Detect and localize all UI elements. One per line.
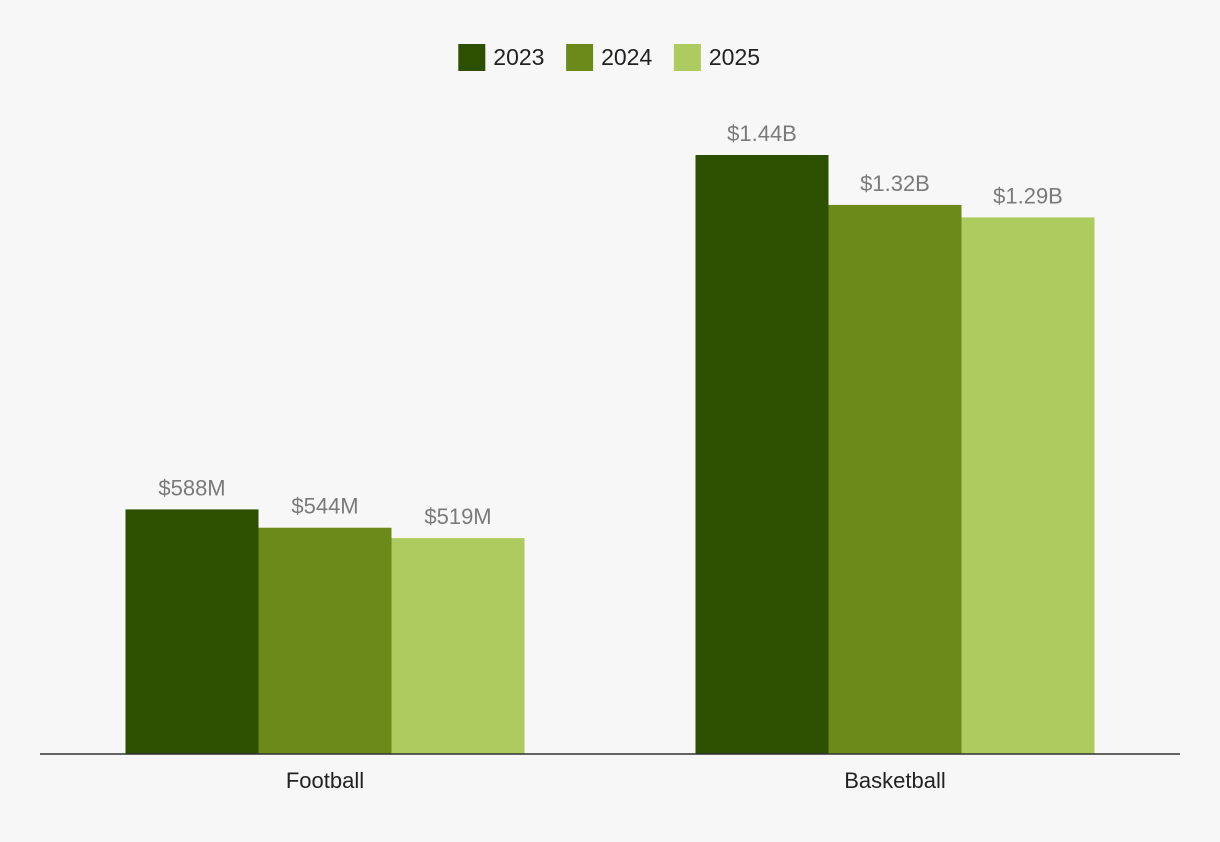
legend-label-2025: 2025 — [709, 44, 760, 70]
legend-label-2024: 2024 — [601, 44, 652, 70]
data-label-football-2023: $588M — [158, 475, 225, 500]
data-label-basketball-2025: $1.29B — [993, 183, 1063, 208]
bar-football-2023 — [125, 509, 259, 754]
bars-group: $588M $544M $519M $1.44B $1.32B $1.29B — [125, 121, 1095, 755]
bar-basketball-2024 — [828, 204, 962, 754]
legend-label-2023: 2023 — [493, 44, 544, 70]
category-label-basketball: Basketball — [844, 768, 946, 793]
data-label-basketball-2023: $1.44B — [727, 121, 797, 146]
data-label-football-2024: $544M — [291, 494, 358, 519]
data-label-football-2025: $519M — [424, 504, 491, 529]
legend: 2023 2024 2025 — [458, 44, 760, 71]
category-label-football: Football — [286, 768, 364, 793]
legend-swatch-2023 — [458, 44, 486, 71]
bar-football-2024 — [258, 527, 392, 754]
bar-basketball-2025 — [961, 217, 1095, 755]
category-labels: Football Basketball — [286, 768, 946, 793]
legend-swatch-2024 — [566, 44, 594, 71]
legend-swatch-2025 — [673, 44, 701, 71]
bar-basketball-2023 — [695, 155, 829, 754]
data-label-basketball-2024: $1.32B — [860, 171, 930, 196]
bar-football-2025 — [391, 538, 525, 754]
